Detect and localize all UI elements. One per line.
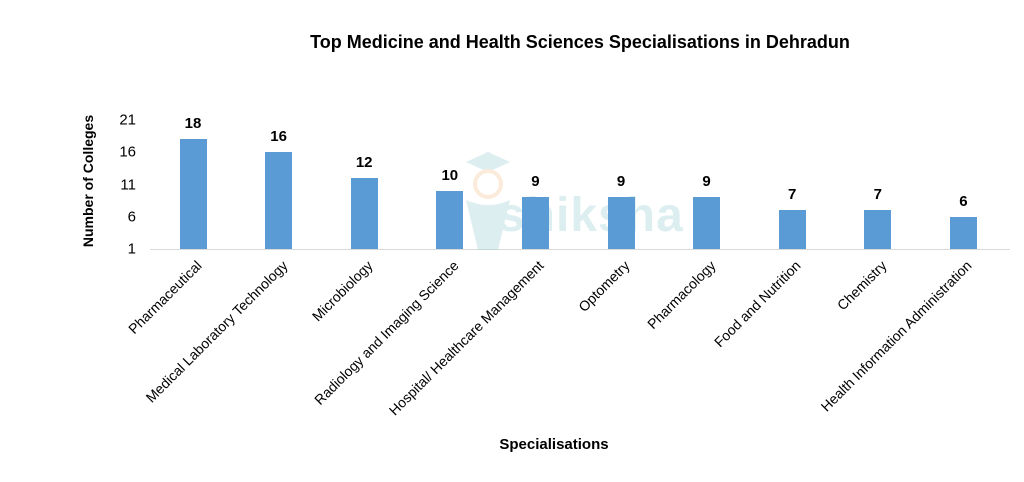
x-category-label: Food and Nutrition (711, 257, 804, 351)
bar-value-label: 16 (270, 128, 287, 146)
bar-value-label: 9 (531, 173, 540, 191)
y-tick-label: 21 (119, 111, 136, 129)
x-category-label: Hospital/ Healthcare Management (386, 257, 548, 419)
x-category-label: Pharmaceutical (125, 257, 205, 337)
chart-title: Top Medicine and Health Sciences Special… (310, 32, 850, 52)
bar (350, 178, 378, 249)
bar-value-label: 9 (616, 173, 626, 191)
x-axis-line (150, 249, 1010, 250)
bar (693, 197, 721, 249)
bar (864, 210, 892, 249)
bar (436, 190, 464, 249)
x-category-label: Optometry (575, 257, 633, 315)
y-tick-label: 1 (127, 240, 136, 258)
x-category-label: Pharmacology (643, 257, 719, 332)
bar (949, 216, 977, 249)
bar-value-label: 9 (702, 173, 711, 191)
y-axis-label: Number of Colleges (80, 114, 96, 248)
y-tick-label: 11 (120, 176, 136, 193)
bar (607, 197, 635, 249)
x-axis-label: Specialisations (499, 436, 609, 453)
x-category-label: Medical Laboratory Technology (142, 257, 291, 406)
bar (521, 197, 549, 249)
x-category-label: Chemistry (833, 257, 890, 314)
shiksha-watermark: shiksha (458, 150, 688, 250)
y-tick-label: 6 (127, 208, 136, 226)
bar (265, 152, 293, 249)
bar (179, 139, 207, 249)
bar-value-label: 18 (184, 115, 202, 133)
bar-value-label: 6 (959, 192, 968, 210)
x-category-label: Radiology and Imaging Science (310, 257, 462, 408)
graduate-logo-icon (466, 152, 510, 250)
bar (778, 210, 806, 249)
bar-value-label: 7 (788, 186, 797, 204)
y-tick-label: 16 (119, 143, 136, 161)
bar-value-label: 7 (873, 186, 882, 204)
bar-value-label: 12 (355, 154, 373, 172)
x-category-label: Health Information Administration (817, 257, 976, 415)
x-category-label: Microbiology (308, 257, 376, 325)
bar-value-label: 10 (441, 166, 459, 184)
